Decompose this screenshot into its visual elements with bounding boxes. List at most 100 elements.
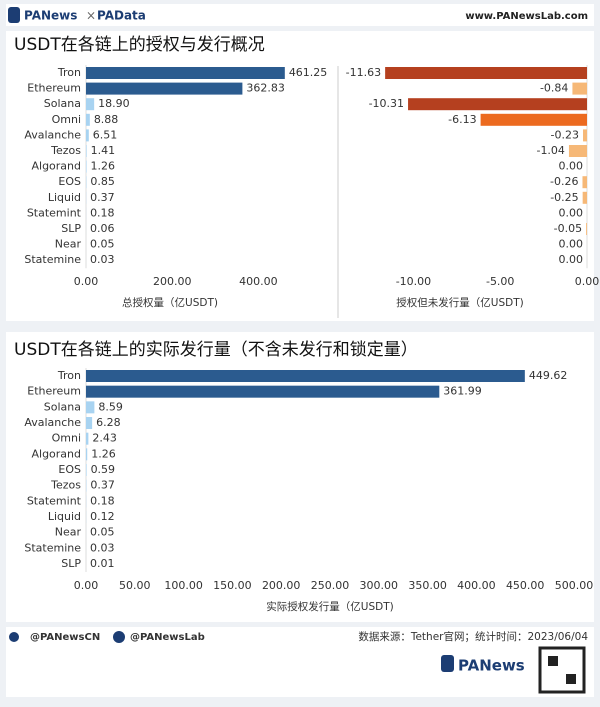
x-tick-label: 400.00	[457, 579, 496, 592]
x-tick-label: -5.00	[486, 275, 514, 288]
x-axis-label: 总授权量（亿USDT)	[122, 296, 218, 309]
x-axis-label: 授权但未发行量（亿USDT)	[396, 296, 523, 309]
category-label: Solana	[44, 97, 81, 110]
value-label: 8.88	[94, 113, 119, 126]
category-label: Tezos	[50, 479, 81, 492]
category-label: Tron	[57, 369, 81, 382]
x-tick-label: 400.00	[239, 275, 278, 288]
bar	[86, 129, 89, 141]
category-label: SLP	[61, 222, 81, 235]
x-tick-label: 350.00	[408, 579, 447, 592]
category-label: Statemine	[24, 541, 81, 554]
site: www.PANewsLab.com	[465, 11, 588, 22]
category-label: Liquid	[48, 510, 81, 523]
x-axis-label: 实际授权发行量（亿USDT)	[266, 600, 393, 613]
value-label: 0.85	[90, 175, 115, 188]
value-label: -6.13	[448, 113, 476, 126]
bar	[86, 401, 94, 413]
value-label: -10.31	[369, 97, 404, 110]
category-label: Near	[55, 238, 82, 251]
bar	[586, 223, 587, 235]
x-tick-label: 0.00	[74, 579, 99, 592]
category-label: Avalanche	[24, 128, 81, 141]
bar	[86, 145, 87, 157]
x-tick-label: 100.00	[164, 579, 203, 592]
brand2: PAData	[97, 9, 146, 23]
value-label: 0.18	[90, 206, 115, 219]
category-label: Omni	[52, 113, 81, 126]
value-label: 6.51	[93, 128, 118, 141]
category-label: Ethereum	[27, 385, 81, 398]
value-label: 2.43	[92, 432, 117, 445]
value-label: -0.25	[550, 191, 578, 204]
value-label: 0.00	[559, 253, 584, 266]
chart-title: USDT在各链上的实际发行量（不含未发行和锁定量）	[14, 340, 418, 360]
facebook: @PANewsLab	[130, 632, 205, 643]
value-label: 8.59	[98, 400, 123, 413]
bar	[385, 67, 587, 79]
value-label: -0.84	[540, 82, 568, 95]
bar	[408, 98, 587, 110]
x-tick-label: 0.00	[74, 275, 99, 288]
x-tick-label: 450.00	[506, 579, 545, 592]
category-label: Tron	[57, 66, 81, 79]
value-label: 0.37	[90, 479, 115, 492]
category-label: EOS	[58, 463, 81, 476]
value-label: 0.12	[90, 510, 115, 523]
value-label: 0.01	[90, 557, 115, 570]
value-label: 1.26	[91, 160, 116, 173]
bar	[86, 370, 525, 382]
value-label: -0.05	[554, 222, 582, 235]
category-label: Omni	[52, 432, 81, 445]
bar	[582, 176, 587, 188]
category-label: Avalanche	[24, 416, 81, 429]
value-label: 0.37	[90, 191, 115, 204]
qr-code	[540, 648, 584, 692]
category-label: Ethereum	[27, 82, 81, 95]
x-tick-label: -10.00	[396, 275, 431, 288]
value-label: 362.83	[246, 82, 285, 95]
category-label: Statemint	[27, 494, 82, 507]
value-label: 461.25	[289, 66, 328, 79]
separator: ×	[86, 9, 96, 23]
value-label: 0.18	[90, 494, 115, 507]
bar	[86, 448, 87, 460]
chart-title: USDT在各链上的授权与发行概况	[14, 35, 265, 55]
x-tick-label: 200.00	[153, 275, 192, 288]
bar	[86, 433, 88, 445]
qr-code	[566, 674, 576, 684]
category-label: Statemint	[27, 206, 82, 219]
x-tick-label: 0.00	[575, 275, 600, 288]
value-label: 0.05	[90, 526, 115, 539]
bar	[86, 98, 94, 110]
value-label: 0.05	[90, 238, 115, 251]
bar	[86, 386, 439, 398]
bar	[572, 83, 587, 95]
value-label: -11.63	[346, 66, 381, 79]
twitter: @PANewsCN	[30, 632, 100, 643]
value-label: 449.62	[529, 369, 568, 382]
value-label: 0.00	[559, 206, 584, 219]
value-label: 0.03	[90, 253, 115, 266]
value-label: -1.04	[536, 144, 564, 157]
value-label: 0.00	[559, 160, 584, 173]
category-label: EOS	[58, 175, 81, 188]
twitter-icon	[9, 632, 19, 642]
brand: PANews	[24, 9, 77, 23]
category-label: Algorand	[31, 447, 81, 460]
bar	[86, 417, 92, 429]
category-label: Tezos	[50, 144, 81, 157]
category-label: Solana	[44, 400, 81, 413]
category-label: Algorand	[31, 160, 81, 173]
x-tick-label: 250.00	[311, 579, 350, 592]
footer-logo: PANews	[458, 657, 525, 675]
value-label: 6.28	[96, 416, 121, 429]
x-tick-label: 500.00	[555, 579, 594, 592]
value-label: 0.03	[90, 541, 115, 554]
bar	[583, 192, 587, 204]
value-label: 18.90	[98, 97, 129, 110]
category-label: Near	[55, 526, 82, 539]
logo-icon	[441, 655, 454, 672]
